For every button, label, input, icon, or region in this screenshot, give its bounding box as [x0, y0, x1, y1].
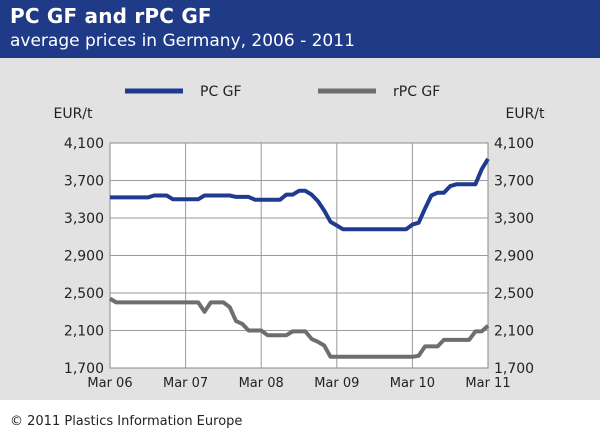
legend-label-pc-gf: PC GF	[200, 84, 242, 100]
y-tick-label-right: 1,700	[494, 361, 534, 377]
series-lines	[108, 157, 490, 359]
legend: PC GF rPC GF	[125, 84, 440, 100]
x-tick-label: Mar 06	[87, 376, 132, 391]
tick-labels: 1,700 1,700 2,100 2,100 2,500 2,500 2,900 2,900…	[64, 136, 534, 391]
y-tick-label-left: 2,500	[64, 286, 104, 302]
y-axis-label-left: EUR/t	[53, 106, 93, 122]
series-line-pc-gf	[110, 157, 490, 232]
y-tick-label-left: 3,700	[64, 174, 104, 190]
legend-label-rpc-gf: rPC GF	[393, 84, 440, 100]
y-tick-label-left: 4,100	[64, 136, 104, 152]
y-tick-label-left: 1,700	[64, 361, 104, 377]
chart-title: PC GF and rPC GF	[10, 4, 212, 28]
y-tick-label-left: 2,900	[64, 249, 104, 265]
y-tick-label-left: 2,100	[64, 324, 104, 340]
x-tick-label: Mar 08	[239, 376, 284, 391]
x-tick-label: Mar 11	[465, 376, 510, 391]
copyright-footer: © 2011 Plastics Information Europe	[10, 414, 243, 429]
series-line-rpc-gf	[108, 296, 490, 359]
x-tick-label: Mar 10	[390, 376, 435, 391]
chart-subtitle: average prices in Germany, 2006 - 2011	[10, 31, 355, 51]
y-tick-label-left: 3,300	[64, 211, 104, 227]
x-tick-label: Mar 09	[314, 376, 359, 391]
y-tick-label-right: 2,100	[494, 324, 534, 340]
y-axis-label-right: EUR/t	[505, 106, 545, 122]
x-tick-label: Mar 07	[163, 376, 208, 391]
y-tick-label-right: 2,900	[494, 249, 534, 265]
chart-header: PC GF and rPC GF average prices in Germa…	[0, 0, 600, 58]
y-tick-label-right: 4,100	[494, 136, 534, 152]
y-tick-label-right: 3,300	[494, 211, 534, 227]
y-tick-label-right: 2,500	[494, 286, 534, 302]
y-tick-label-right: 3,700	[494, 174, 534, 190]
